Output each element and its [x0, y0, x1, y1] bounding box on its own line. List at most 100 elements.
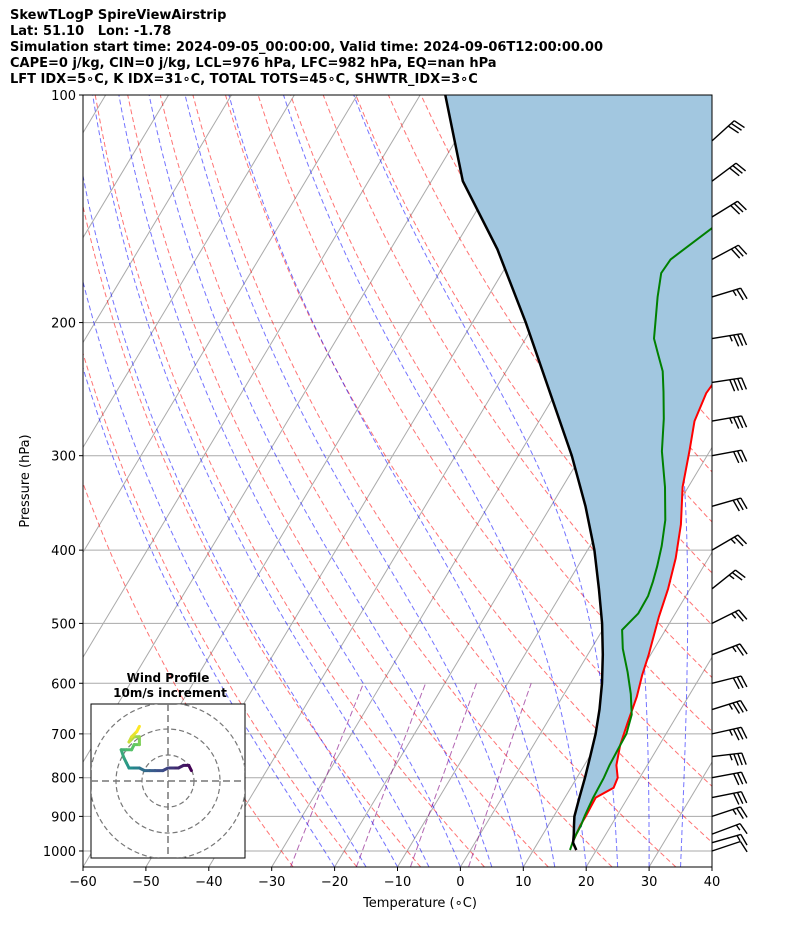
wind-barb: [711, 833, 748, 846]
x-tick-label: 40: [704, 875, 721, 890]
barb-staff: [711, 752, 742, 758]
barb-feather: [740, 415, 748, 428]
barb-feather: [733, 378, 740, 391]
isotherm-line: [83, 95, 484, 764]
wind-barb: [711, 162, 747, 182]
barb-feather: [740, 727, 748, 739]
barb-feather: [736, 772, 744, 785]
moist-adiabat: [92, 95, 430, 867]
wind-barb: [711, 569, 746, 590]
barb-half-feather: [728, 729, 733, 736]
barb-feather: [735, 644, 744, 656]
wind-barb: [711, 497, 748, 512]
title-line-location: Lat: 51.10 Lon: -1.78: [10, 24, 172, 39]
barb-feather: [729, 167, 740, 177]
barb-feather: [730, 248, 741, 259]
y-tick-label: 300: [51, 450, 76, 465]
dry-adiabat: [83, 481, 294, 867]
x-tick-label: −60: [69, 875, 96, 890]
barb-staff: [711, 609, 740, 625]
barb-feather: [736, 792, 744, 805]
barb-staff: [711, 415, 742, 422]
moist-adiabat: [228, 95, 556, 867]
isotherm-line: [459, 446, 712, 867]
wind-barb: [711, 377, 748, 392]
y-axis: 1000 900 800 700 600 500 400 300 200 100: [43, 89, 83, 860]
dry-adiabat: [94, 95, 485, 867]
barb-feather: [732, 702, 741, 714]
barb-feather: [729, 379, 736, 392]
barb-feather: [740, 700, 748, 712]
barb-feather: [734, 246, 744, 257]
barb-half-feather: [729, 754, 733, 761]
wind-barbs: [711, 120, 748, 853]
title-line-station: SkewTLogP SpireViewAirstrip: [10, 8, 227, 23]
barb-staff: [711, 287, 741, 298]
barb-feather: [736, 416, 744, 429]
barb-half-feather: [730, 538, 736, 544]
parcel-line: [444, 95, 605, 851]
barb-feather: [733, 120, 745, 129]
y-tick-label: 1000: [43, 845, 76, 860]
barb-staff: [711, 791, 742, 799]
barb-feather: [732, 773, 740, 786]
hodograph-inset: Wind Profile 10m/s increment: [90, 671, 246, 859]
x-axis-label: Temperature (∘C): [362, 896, 477, 911]
wind-barb: [711, 806, 748, 819]
moist-adiabat: [148, 95, 493, 867]
barb-half-feather: [731, 613, 737, 619]
barb-feather: [740, 791, 748, 804]
barb-feather: [740, 449, 748, 462]
mixing-ratio-line: [290, 683, 364, 867]
wind-barb: [711, 200, 747, 218]
wind-barb: [711, 752, 747, 766]
barb-feather: [732, 793, 740, 805]
barb-feather: [739, 806, 748, 818]
wind-barb: [711, 726, 748, 741]
moist-adiabat: [283, 95, 587, 867]
wind-barb: [711, 534, 748, 551]
wind-barb: [711, 244, 748, 261]
x-tick-label: 0: [456, 875, 464, 890]
isotherm-line: [83, 95, 232, 344]
barb-staff: [711, 840, 741, 852]
barb-half-feather: [729, 335, 733, 342]
x-tick-label: −40: [195, 875, 222, 890]
barb-feather: [736, 498, 744, 511]
mixing-ratio-line: [355, 683, 427, 867]
x-axis: −60 −50 −40 −30 −20 −10 0 10 20 30 40: [69, 867, 720, 890]
wind-barb: [711, 287, 748, 301]
dewpoint-line: [569, 226, 712, 851]
barb-feather: [741, 377, 748, 390]
barb-feather: [739, 823, 748, 835]
barb-staff: [711, 162, 737, 182]
barb-feather: [734, 611, 744, 622]
wind-barb: [711, 699, 748, 714]
barb-feather: [733, 334, 740, 347]
barb-staff: [711, 822, 741, 835]
barb-staff: [711, 377, 742, 384]
dry-adiabat: [714, 95, 794, 867]
y-tick-label: 200: [51, 317, 76, 332]
barb-feather: [740, 675, 748, 688]
dry-adiabat: [747, 95, 794, 867]
wind-barb: [711, 449, 748, 464]
barb-half-feather: [736, 835, 741, 842]
barb-feather: [733, 202, 744, 213]
barb-feather: [736, 450, 744, 463]
moist-adiabat: [83, 366, 336, 867]
wind-barb: [711, 822, 748, 835]
barb-feather: [736, 288, 744, 301]
y-tick-label: 400: [51, 544, 76, 559]
wind-barb: [711, 840, 748, 853]
barb-feather: [736, 676, 744, 689]
moist-adiabat: [184, 95, 524, 867]
barb-feather: [740, 333, 748, 346]
wind-barb: [711, 332, 748, 347]
barb-feather: [732, 451, 740, 464]
barb-feather: [736, 727, 744, 740]
x-tick-label: 20: [578, 875, 595, 890]
wind-barb: [711, 771, 748, 786]
barb-half-feather: [728, 703, 733, 710]
dry-adiabat: [779, 95, 794, 867]
